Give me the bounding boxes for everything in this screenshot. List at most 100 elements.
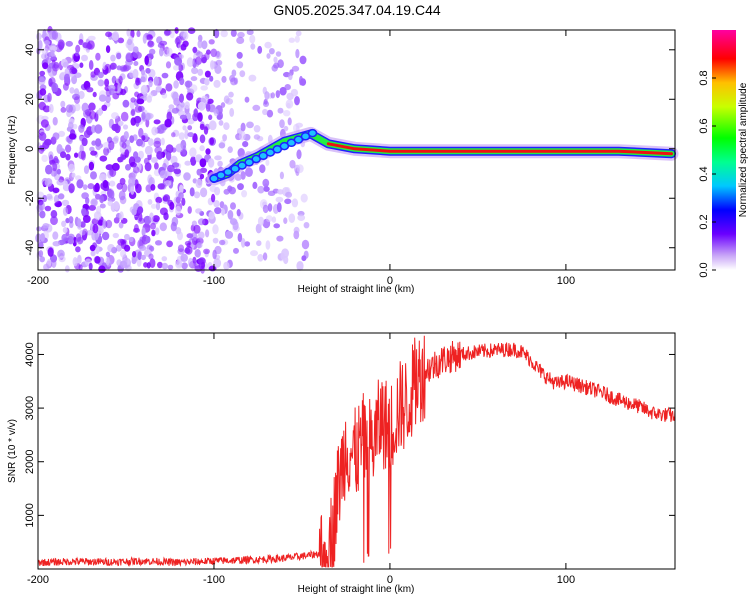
noise-cell	[220, 102, 226, 108]
noise-cell	[136, 98, 145, 105]
noise-cell	[178, 64, 184, 72]
noise-cell	[101, 231, 110, 241]
noise-cell	[237, 31, 245, 38]
noise-cell	[169, 201, 175, 210]
noise-cell	[94, 124, 103, 134]
noise-cell	[61, 199, 70, 207]
spectrogram-signal-track	[207, 126, 679, 186]
noise-cell	[262, 108, 268, 116]
noise-cell	[240, 171, 246, 180]
snr-y-ticks: 1000 2000 3000 4000	[24, 342, 675, 528]
noise-cell	[237, 232, 243, 243]
noise-cell	[130, 117, 137, 126]
noise-cell	[65, 104, 73, 113]
noise-cell	[178, 132, 185, 141]
noise-cell	[279, 86, 287, 96]
noise-cell	[69, 87, 75, 94]
noise-cell	[122, 99, 130, 108]
noise-cell	[253, 134, 261, 140]
noise-cell	[38, 250, 44, 258]
noise-cell	[199, 123, 205, 131]
noise-cell	[190, 84, 198, 92]
noise-cell	[137, 251, 142, 261]
snr-frame	[37, 332, 676, 570]
noise-cell	[267, 203, 273, 212]
noise-cell	[50, 210, 58, 219]
noise-cell	[296, 149, 302, 160]
spectrogram-frame	[37, 29, 676, 271]
noise-cell	[265, 240, 271, 250]
spectrogram-y-tick-label: 0	[24, 146, 36, 152]
noise-cell	[178, 192, 184, 199]
noise-cell	[130, 29, 135, 39]
noise-cell	[150, 222, 157, 230]
noise-cell	[199, 158, 207, 168]
noise-cell	[217, 160, 223, 167]
noise-cell	[82, 215, 91, 223]
noise-cell	[223, 122, 230, 130]
noise-cell	[102, 219, 107, 230]
noise-cell	[79, 62, 84, 68]
noise-cell	[283, 110, 291, 117]
noise-cell	[218, 142, 226, 149]
noise-cell	[179, 114, 187, 120]
noise-cell	[284, 198, 292, 205]
noise-cell	[74, 96, 80, 104]
noise-cell	[39, 256, 45, 263]
noise-cell	[299, 55, 307, 65]
noise-cell	[266, 53, 271, 59]
noise-cell	[245, 167, 253, 177]
noise-cell	[197, 39, 203, 49]
noise-cell	[126, 28, 131, 37]
noise-cell	[203, 248, 210, 255]
noise-cell	[58, 130, 66, 137]
noise-cell	[166, 240, 174, 248]
noise-cell	[195, 60, 200, 67]
noise-cell	[171, 132, 176, 138]
noise-cell	[168, 104, 175, 110]
noise-cell	[264, 41, 272, 49]
noise-cell	[145, 236, 151, 244]
noise-cell	[214, 155, 222, 161]
noise-cell	[117, 37, 125, 44]
noise-cell	[97, 219, 104, 226]
noise-cell	[81, 137, 88, 147]
noise-cell	[204, 78, 210, 86]
noise-cell	[56, 168, 61, 175]
noise-cell	[42, 62, 49, 70]
noise-cell	[211, 193, 216, 203]
noise-cell	[165, 151, 171, 160]
noise-cell	[200, 187, 208, 198]
noise-cell	[256, 240, 262, 247]
noise-cell	[130, 185, 135, 195]
noise-cell	[164, 118, 172, 128]
noise-cell	[38, 76, 46, 86]
noise-cell	[133, 46, 139, 53]
noise-cell	[81, 54, 88, 62]
noise-cell	[275, 196, 284, 203]
noise-cell	[184, 129, 189, 140]
noise-cell	[262, 252, 268, 261]
noise-cell	[141, 111, 146, 120]
noise-cell	[88, 102, 96, 111]
noise-cell	[58, 255, 66, 263]
noise-cell	[113, 201, 120, 211]
noise-cell	[89, 110, 96, 120]
noise-cell	[221, 208, 226, 216]
spectrogram-x-tick-label: 100	[557, 275, 575, 287]
noise-cell	[144, 145, 153, 156]
noise-cell	[242, 141, 249, 148]
noise-cell	[293, 226, 300, 234]
noise-cell	[94, 232, 99, 241]
noise-cell	[241, 190, 248, 198]
noise-cell	[246, 121, 254, 129]
noise-cell	[215, 59, 223, 66]
noise-cell	[148, 80, 153, 88]
noise-cell	[238, 130, 246, 141]
noise-cell	[209, 120, 217, 131]
noise-cell	[105, 31, 112, 38]
noise-cell	[212, 249, 217, 260]
noise-cell	[301, 255, 307, 262]
noise-cell	[129, 70, 135, 78]
